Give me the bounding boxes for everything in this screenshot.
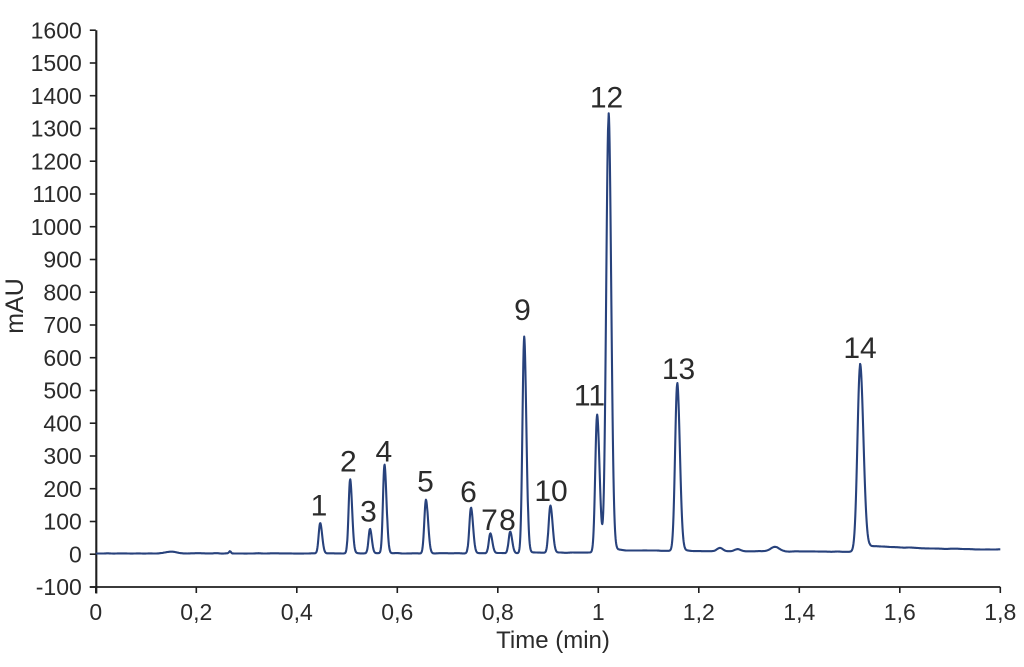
svg-text:0: 0 (89, 599, 102, 625)
svg-text:4: 4 (375, 436, 392, 469)
svg-text:10: 10 (534, 475, 567, 508)
svg-text:3: 3 (360, 496, 377, 529)
svg-text:1100: 1100 (32, 181, 81, 207)
svg-text:8: 8 (499, 504, 516, 537)
svg-text:0,4: 0,4 (281, 599, 313, 625)
svg-text:100: 100 (43, 509, 81, 535)
svg-text:1: 1 (592, 599, 605, 625)
svg-text:1300: 1300 (31, 116, 82, 142)
svg-text:12: 12 (590, 82, 623, 115)
svg-text:1000: 1000 (31, 214, 82, 240)
svg-text:1,2: 1,2 (683, 599, 715, 625)
svg-text:800: 800 (43, 279, 81, 305)
svg-text:1200: 1200 (31, 148, 82, 174)
svg-text:300: 300 (43, 443, 81, 469)
svg-text:9: 9 (514, 294, 531, 327)
svg-text:1,6: 1,6 (884, 599, 916, 625)
svg-text:900: 900 (43, 247, 81, 273)
svg-text:Time (min): Time (min) (496, 627, 610, 654)
svg-text:5: 5 (417, 466, 434, 499)
svg-text:200: 200 (43, 476, 81, 502)
svg-text:6: 6 (460, 476, 477, 509)
svg-text:1: 1 (311, 490, 328, 523)
svg-text:500: 500 (43, 378, 81, 404)
svg-text:1500: 1500 (31, 50, 82, 76)
svg-text:1400: 1400 (31, 83, 82, 109)
svg-text:13: 13 (662, 353, 695, 386)
svg-text:-100: -100 (36, 574, 82, 600)
svg-text:7: 7 (481, 504, 498, 537)
svg-text:2: 2 (340, 446, 357, 479)
svg-text:14: 14 (843, 332, 876, 365)
svg-text:1600: 1600 (31, 17, 82, 43)
svg-text:0,8: 0,8 (482, 599, 514, 625)
svg-text:400: 400 (43, 410, 81, 436)
svg-text:0,2: 0,2 (180, 599, 212, 625)
svg-text:0,6: 0,6 (381, 599, 413, 625)
svg-text:600: 600 (43, 345, 81, 371)
svg-text:11: 11 (574, 380, 605, 413)
svg-text:1,4: 1,4 (783, 599, 815, 625)
svg-text:700: 700 (43, 312, 81, 338)
svg-text:mAU: mAU (1, 278, 29, 334)
svg-text:0: 0 (69, 541, 82, 567)
svg-text:1,8: 1,8 (984, 599, 1016, 625)
